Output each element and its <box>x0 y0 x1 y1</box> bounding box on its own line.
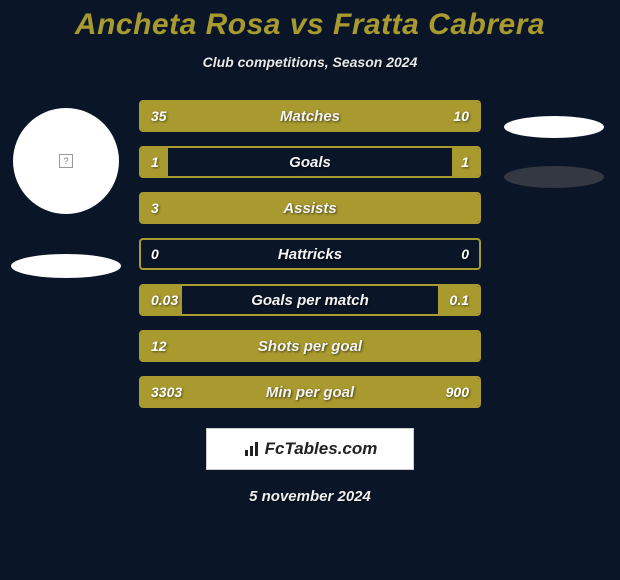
stat-value-right: 0 <box>461 246 469 262</box>
stat-label: Shots per goal <box>141 338 479 355</box>
stat-row: 0Hattricks0 <box>139 238 481 270</box>
stat-value-right: 1 <box>461 154 469 170</box>
brand-label: FcTables.com <box>243 439 378 459</box>
brand-text: FcTables.com <box>265 439 378 459</box>
left-player-column: ? <box>11 100 121 408</box>
placeholder-icon: ? <box>59 154 73 168</box>
stat-value-right: 0.1 <box>450 292 469 308</box>
stat-label: Goals per match <box>141 292 479 309</box>
stat-label: Matches <box>141 108 479 125</box>
stat-label: Min per goal <box>141 384 479 401</box>
page-title: Ancheta Rosa vs Fratta Cabrera <box>75 8 545 42</box>
stat-row: 3Assists <box>139 192 481 224</box>
stat-row: 35Matches10 <box>139 100 481 132</box>
stats-list: 35Matches10 1Goals1 3Assists 0Hattricks0 0.0… <box>139 100 481 408</box>
body-row: ? 35Matches101Goals13Assists0Hattricks00… <box>0 100 620 408</box>
stat-row: 12Shots per goal <box>139 330 481 362</box>
subtitle: Club competitions, Season 2024 <box>203 54 418 70</box>
player-right-shape-1 <box>504 116 604 138</box>
stat-row: 0.03Goals per match0.1 <box>139 284 481 316</box>
chart-icon <box>243 440 261 458</box>
footer-badge[interactable]: FcTables.com <box>206 428 414 470</box>
player-right-shape-2 <box>504 166 604 188</box>
date-label: 5 november 2024 <box>249 488 371 505</box>
stat-label: Assists <box>141 200 479 217</box>
right-player-column <box>499 100 609 408</box>
player-left-shadow <box>11 254 121 278</box>
stat-value-right: 900 <box>446 384 469 400</box>
stat-label: Goals <box>141 154 479 171</box>
stat-value-right: 10 <box>453 108 469 124</box>
stat-row: 3303Min per goal900 <box>139 376 481 408</box>
stat-row: 1Goals1 <box>139 146 481 178</box>
player-left-avatar: ? <box>13 108 119 214</box>
comparison-card: Ancheta Rosa vs Fratta Cabrera Club comp… <box>0 0 620 580</box>
stat-label: Hattricks <box>141 246 479 263</box>
